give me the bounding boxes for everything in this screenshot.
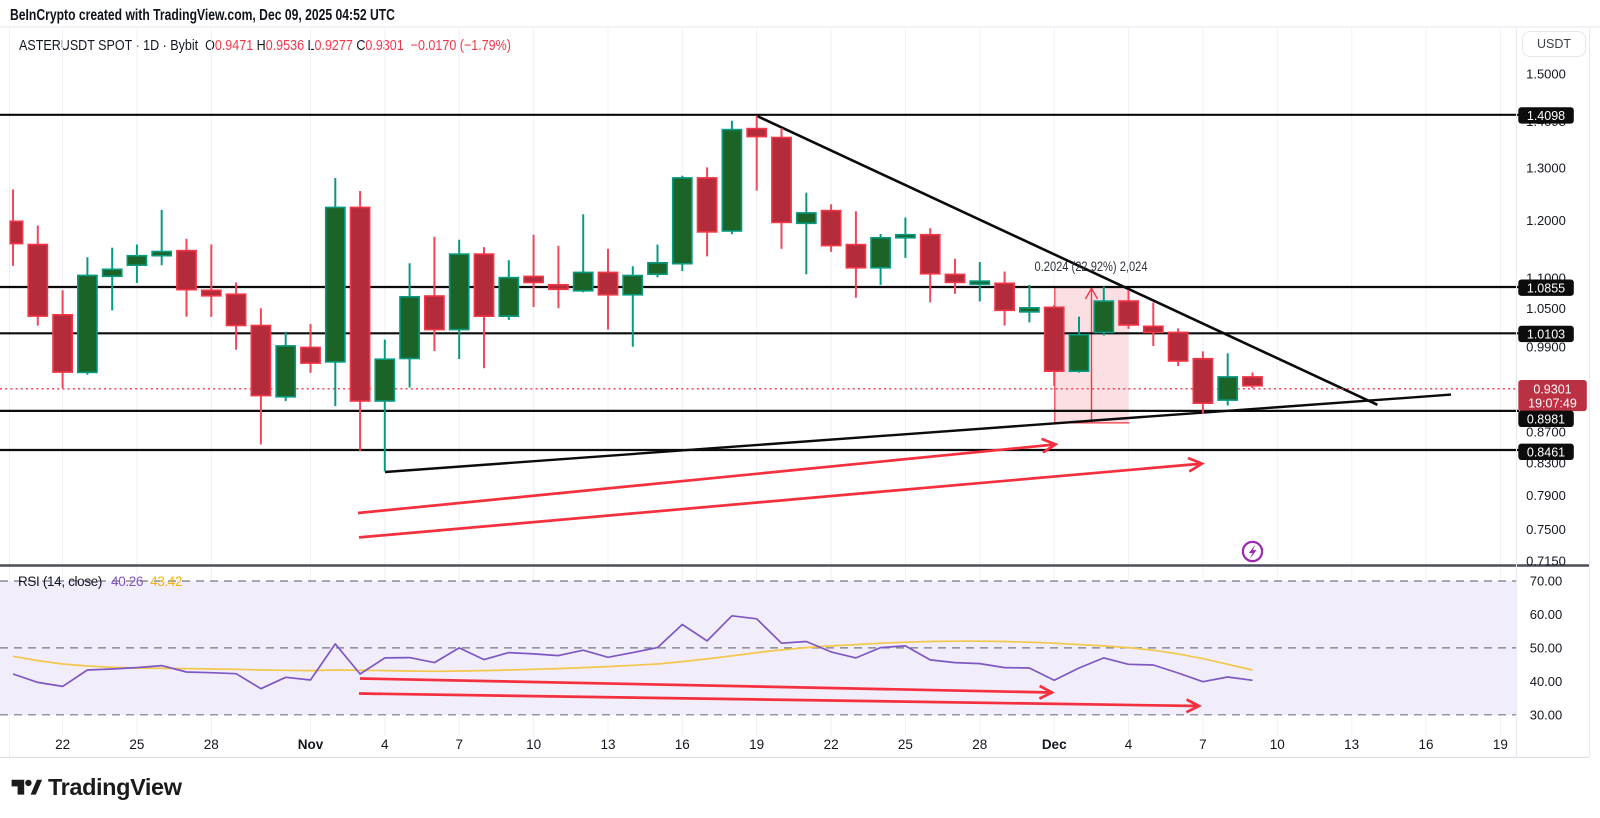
svg-text:Dec: Dec (1042, 737, 1067, 752)
svg-text:1.5000: 1.5000 (1526, 67, 1566, 82)
svg-text:30.00: 30.00 (1530, 707, 1563, 722)
svg-text:7: 7 (1199, 737, 1207, 752)
svg-text:0.9301: 0.9301 (1533, 383, 1571, 397)
svg-text:TradingView: TradingView (48, 774, 183, 800)
svg-text:19: 19 (1493, 737, 1508, 752)
svg-text:1.0855: 1.0855 (1527, 281, 1565, 295)
svg-text:13: 13 (600, 737, 615, 752)
svg-text:4: 4 (381, 737, 389, 752)
svg-text:10: 10 (526, 737, 541, 752)
svg-text:0.8461: 0.8461 (1527, 445, 1565, 459)
svg-text:1.0500: 1.0500 (1526, 301, 1566, 316)
svg-text:22: 22 (55, 737, 70, 752)
svg-text:16: 16 (675, 737, 690, 752)
svg-text:0.9900: 0.9900 (1526, 340, 1566, 355)
svg-text:25: 25 (129, 737, 144, 752)
svg-text:0.2024 (22.92%) 2,024: 0.2024 (22.92%) 2,024 (1035, 259, 1148, 274)
svg-text:0.7500: 0.7500 (1526, 522, 1566, 537)
svg-text:19:07:49: 19:07:49 (1528, 396, 1577, 410)
svg-text:1.3000: 1.3000 (1526, 161, 1566, 176)
svg-text:28: 28 (972, 737, 987, 752)
svg-text:0.8700: 0.8700 (1526, 425, 1566, 440)
svg-text:40.00: 40.00 (1530, 674, 1563, 689)
svg-text:1.0103: 1.0103 (1527, 328, 1565, 342)
svg-text:22: 22 (824, 737, 839, 752)
svg-text:25: 25 (898, 737, 913, 752)
svg-text:4: 4 (1125, 737, 1133, 752)
svg-text:1.4098: 1.4098 (1527, 109, 1565, 123)
svg-text:Nov: Nov (298, 737, 324, 752)
svg-text:0.7150: 0.7150 (1526, 553, 1566, 568)
svg-text:19: 19 (749, 737, 764, 752)
svg-text:50.00: 50.00 (1530, 641, 1563, 656)
svg-text:1.2000: 1.2000 (1526, 213, 1566, 228)
svg-text:70.00: 70.00 (1530, 574, 1563, 589)
svg-text:16: 16 (1418, 737, 1433, 752)
svg-text:10: 10 (1270, 737, 1285, 752)
svg-text:0.8981: 0.8981 (1527, 412, 1565, 426)
svg-text:7: 7 (455, 737, 463, 752)
svg-text:60.00: 60.00 (1530, 607, 1563, 622)
svg-text:13: 13 (1344, 737, 1359, 752)
svg-text:0.7900: 0.7900 (1526, 488, 1566, 503)
svg-text:28: 28 (204, 737, 219, 752)
